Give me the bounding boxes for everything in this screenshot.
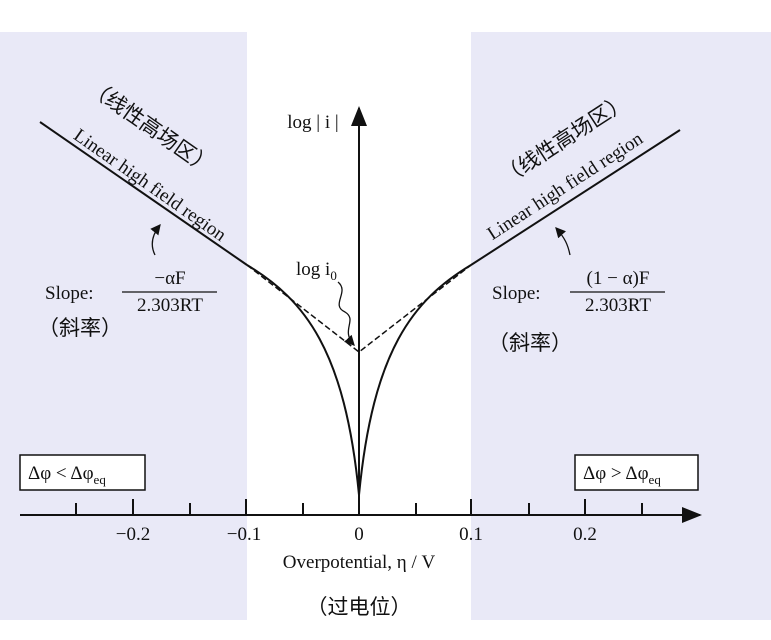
slope-numerator: −αF [154, 268, 185, 289]
condition-lhs: Δφ > [583, 463, 622, 484]
tick-label: 0.1 [459, 524, 483, 545]
exchange-label: log i0 [296, 259, 337, 283]
slope-cn: （斜率） [488, 331, 572, 355]
tick-marks [75, 499, 643, 515]
background-left [0, 32, 247, 620]
extrapolation [246, 264, 472, 353]
background-right [471, 32, 771, 620]
slope-cn: （斜率） [38, 316, 122, 340]
tick-label: 0 [354, 524, 364, 545]
condition-lhs: Δφ < [28, 463, 67, 484]
condition-box-right [574, 454, 699, 491]
linear-right [470, 129, 681, 266]
curve-left [246, 264, 360, 496]
slope-label: Slope: [45, 283, 94, 304]
slope-label: Slope: [492, 283, 541, 304]
slope-denominator: 2.303RT [585, 295, 651, 316]
condition-rhs: Δφ [625, 463, 648, 484]
x-axis-label: Overpotential, η / V [283, 552, 436, 573]
exchange-sub: 0 [330, 268, 337, 283]
tick-label: −0.2 [116, 524, 150, 545]
i0-arrow [337, 281, 355, 346]
y-axis-label: log | i | [287, 112, 338, 133]
x-axis-label-cn: （过电位） [307, 595, 412, 619]
slope-arrow-left [150, 223, 161, 256]
condition-left: Δφ < Δφeq [28, 463, 106, 487]
linear-left [39, 121, 248, 266]
tick-label: 0.2 [573, 524, 597, 545]
curve-right [358, 264, 472, 496]
condition-sub: eq [649, 472, 662, 487]
slope-denominator: 2.303RT [137, 295, 203, 316]
slope-numerator: (1 − α)F [587, 268, 650, 289]
condition-right: Δφ > Δφeq [583, 463, 661, 487]
exchange-text: log i [296, 259, 330, 280]
condition-sub: eq [94, 472, 107, 487]
tick-label: −0.1 [227, 524, 261, 545]
condition-rhs: Δφ [70, 463, 93, 484]
slope-arrow-right [555, 227, 571, 256]
condition-box-left [19, 454, 146, 491]
